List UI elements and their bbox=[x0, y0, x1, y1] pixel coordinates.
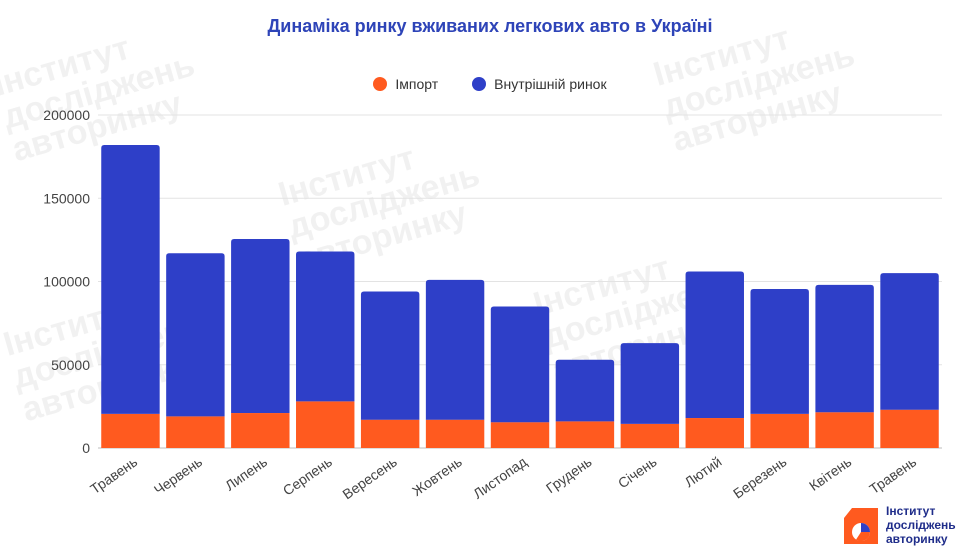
bar-segment-import bbox=[101, 413, 160, 448]
bar-segment-domestic bbox=[750, 288, 809, 414]
logo-text: Інститут досліджень авторинку bbox=[886, 504, 956, 546]
legend-swatch-domestic bbox=[472, 77, 487, 91]
bar-segment-domestic bbox=[815, 284, 874, 413]
x-tick-label: Грудень bbox=[543, 453, 595, 496]
logo-text-line1: Інститут bbox=[886, 504, 936, 518]
bar-segment-import bbox=[360, 419, 420, 448]
bar-segment-import bbox=[685, 418, 744, 448]
y-tick-label: 0 bbox=[82, 440, 90, 456]
y-tick-label: 200000 bbox=[43, 107, 90, 123]
x-tick-label: Вересень bbox=[339, 453, 399, 502]
logo-text-line3: авторинку bbox=[886, 532, 948, 546]
bar-segment-domestic bbox=[166, 253, 225, 417]
bar-segment-import bbox=[620, 423, 680, 448]
x-tick-label: Липень bbox=[222, 453, 270, 493]
bar-segment-domestic bbox=[685, 271, 744, 419]
bar-segment-domestic bbox=[880, 273, 939, 410]
bar-segment-domestic bbox=[620, 343, 680, 424]
logo-mark-icon bbox=[844, 508, 878, 544]
bar-segment-import bbox=[750, 413, 809, 448]
bar-segment-import bbox=[425, 419, 485, 448]
x-tick-label: Березень bbox=[730, 453, 789, 501]
x-tick-label: Лютий bbox=[681, 453, 724, 490]
bar-segment-import bbox=[231, 413, 290, 448]
bar-segment-domestic bbox=[101, 144, 160, 414]
legend-item-import: Імпорт bbox=[373, 76, 438, 92]
y-tick-label: 150000 bbox=[43, 190, 90, 206]
logo-text-line2: досліджень bbox=[886, 518, 956, 532]
legend-label-import: Імпорт bbox=[395, 76, 439, 92]
bar-segment-import bbox=[296, 401, 355, 448]
x-tick-label: Листопад bbox=[470, 453, 530, 501]
legend-label-domestic: Внутрішній ринок bbox=[494, 76, 607, 92]
bar-segment-import bbox=[880, 409, 939, 448]
x-tick-label: Січень bbox=[615, 453, 660, 491]
bar-segment-domestic bbox=[231, 239, 290, 414]
x-tick-label: Серпень bbox=[280, 453, 335, 498]
x-tick-label: Жовтень bbox=[409, 453, 465, 499]
bar-segment-import bbox=[555, 421, 615, 448]
legend-item-domestic: Внутрішній ринок bbox=[472, 76, 607, 92]
legend-swatch-import bbox=[373, 77, 388, 91]
chart-title: Динаміка ринку вживаних легкових авто в … bbox=[267, 16, 713, 36]
bar-segment-domestic bbox=[490, 306, 550, 423]
y-tick-label: 50000 bbox=[51, 357, 90, 373]
bar-segment-domestic bbox=[360, 291, 420, 420]
x-tick-label: Червень bbox=[151, 453, 205, 498]
logo: Інститут досліджень авторинку bbox=[842, 498, 972, 554]
x-tick-label: Травень bbox=[87, 453, 140, 497]
y-tick-label: 100000 bbox=[43, 274, 90, 290]
bar-segment-import bbox=[490, 422, 550, 448]
bar-segment-import bbox=[815, 412, 874, 448]
bar-segment-import bbox=[166, 416, 225, 448]
x-tick-label: Квітень bbox=[806, 453, 854, 494]
bar-segment-domestic bbox=[296, 251, 355, 402]
bar-segment-domestic bbox=[425, 279, 485, 420]
chart-legend: Імпорт Внутрішній ринок bbox=[0, 76, 980, 92]
x-tick-label: Травень bbox=[866, 453, 919, 497]
bar-segment-domestic bbox=[555, 359, 615, 422]
